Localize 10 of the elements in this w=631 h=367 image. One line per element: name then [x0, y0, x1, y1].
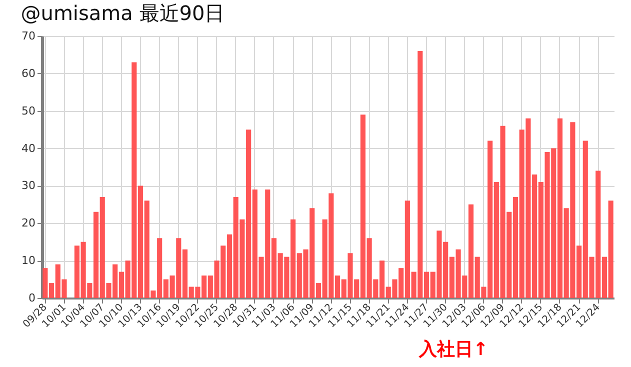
y-tick-label: 0 — [28, 292, 36, 304]
y-tick-label: 40 — [22, 142, 36, 155]
chart-title: @umisama 最近90日 — [20, 1, 225, 25]
y-tick-label: 20 — [22, 216, 36, 230]
y-tick-label: 10 — [22, 254, 36, 268]
y-tick-label: 60 — [22, 66, 36, 80]
y-tick-label: 50 — [22, 104, 36, 118]
y-tick-label: 70 — [22, 30, 36, 42]
y-tick-label: 30 — [22, 179, 36, 192]
text: 入社日↑ — [418, 339, 488, 360]
